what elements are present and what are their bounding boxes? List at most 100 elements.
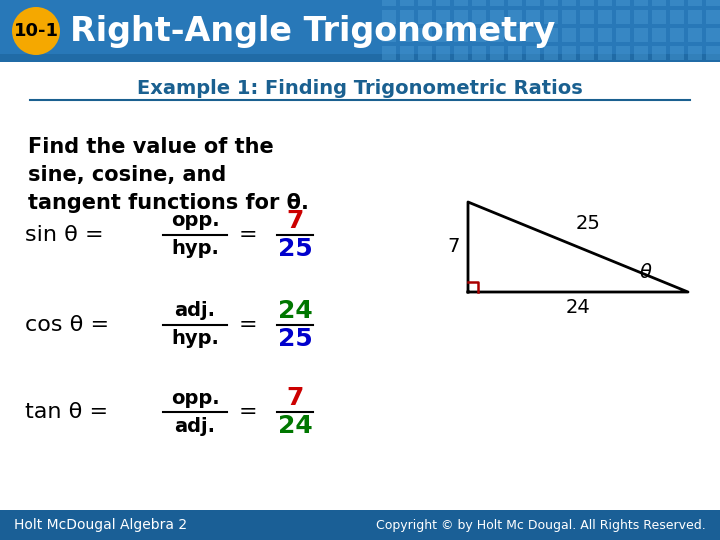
Text: adj.: adj.: [174, 301, 215, 321]
Text: adj.: adj.: [174, 416, 215, 435]
Bar: [580, 10, 594, 24]
Bar: [508, 0, 522, 6]
Bar: [382, 10, 396, 24]
Bar: [616, 10, 630, 24]
Bar: [400, 28, 414, 42]
Text: Example 1: Finding Trigonometric Ratios: Example 1: Finding Trigonometric Ratios: [137, 78, 583, 98]
Bar: [544, 10, 558, 24]
Bar: [688, 28, 702, 42]
Bar: [436, 10, 450, 24]
Text: =: =: [239, 315, 257, 335]
Text: sine, cosine, and: sine, cosine, and: [28, 165, 226, 185]
Text: tan θ =: tan θ =: [25, 402, 115, 422]
Text: =: =: [239, 225, 257, 245]
Bar: [544, 0, 558, 6]
Bar: [454, 0, 468, 6]
Bar: [616, 0, 630, 6]
Bar: [598, 10, 612, 24]
Bar: [418, 0, 432, 6]
Text: sin θ =: sin θ =: [25, 225, 111, 245]
Bar: [508, 10, 522, 24]
Bar: [544, 46, 558, 60]
Bar: [562, 46, 576, 60]
Text: tangent functions for θ.: tangent functions for θ.: [28, 193, 309, 213]
Bar: [526, 0, 540, 6]
Bar: [634, 0, 648, 6]
Text: opp.: opp.: [171, 388, 220, 408]
Bar: [490, 0, 504, 6]
Bar: [616, 28, 630, 42]
Bar: [526, 28, 540, 42]
Text: =: =: [239, 402, 257, 422]
Bar: [562, 10, 576, 24]
Bar: [634, 28, 648, 42]
Bar: [418, 46, 432, 60]
Text: 24: 24: [278, 299, 312, 323]
Text: 25: 25: [278, 327, 312, 351]
Text: hyp.: hyp.: [171, 329, 219, 348]
Bar: [580, 46, 594, 60]
Bar: [418, 28, 432, 42]
Text: 25: 25: [278, 237, 312, 261]
Bar: [706, 10, 720, 24]
Text: θ: θ: [640, 262, 652, 281]
Bar: [634, 46, 648, 60]
Bar: [382, 28, 396, 42]
Bar: [382, 46, 396, 60]
Bar: [580, 0, 594, 6]
Bar: [562, 0, 576, 6]
Bar: [454, 28, 468, 42]
Bar: [670, 10, 684, 24]
Bar: [688, 46, 702, 60]
Bar: [652, 28, 666, 42]
Bar: [616, 46, 630, 60]
Bar: [526, 46, 540, 60]
Bar: [670, 46, 684, 60]
Text: opp.: opp.: [171, 212, 220, 231]
Bar: [670, 0, 684, 6]
Bar: [400, 0, 414, 6]
Text: Right-Angle Trigonometry: Right-Angle Trigonometry: [70, 15, 555, 48]
Bar: [0, 54, 720, 62]
Bar: [472, 10, 486, 24]
Bar: [490, 10, 504, 24]
Bar: [382, 0, 396, 6]
Bar: [706, 28, 720, 42]
Circle shape: [12, 7, 60, 55]
Bar: [598, 46, 612, 60]
Bar: [652, 46, 666, 60]
Bar: [688, 0, 702, 6]
Text: 10-1: 10-1: [14, 22, 58, 40]
Bar: [598, 0, 612, 6]
Text: hyp.: hyp.: [171, 240, 219, 259]
Bar: [400, 10, 414, 24]
Bar: [652, 10, 666, 24]
Bar: [472, 46, 486, 60]
Text: Copyright © by Holt Mc Dougal. All Rights Reserved.: Copyright © by Holt Mc Dougal. All Right…: [377, 518, 706, 531]
Bar: [508, 46, 522, 60]
Bar: [454, 46, 468, 60]
Bar: [436, 28, 450, 42]
Bar: [670, 28, 684, 42]
Bar: [706, 46, 720, 60]
Bar: [688, 10, 702, 24]
Text: 25: 25: [575, 214, 600, 233]
Bar: [508, 28, 522, 42]
Text: Find the value of the: Find the value of the: [28, 137, 274, 157]
Text: 7: 7: [448, 238, 460, 256]
Text: 7: 7: [287, 209, 304, 233]
Bar: [706, 0, 720, 6]
Text: Holt McDougal Algebra 2: Holt McDougal Algebra 2: [14, 518, 187, 532]
Bar: [472, 28, 486, 42]
Bar: [580, 28, 594, 42]
Bar: [472, 0, 486, 6]
Text: cos θ =: cos θ =: [25, 315, 116, 335]
Text: 7: 7: [287, 386, 304, 410]
Bar: [634, 10, 648, 24]
Bar: [454, 10, 468, 24]
Bar: [436, 46, 450, 60]
Bar: [652, 0, 666, 6]
Bar: [418, 10, 432, 24]
Bar: [436, 0, 450, 6]
Text: 24: 24: [278, 414, 312, 438]
